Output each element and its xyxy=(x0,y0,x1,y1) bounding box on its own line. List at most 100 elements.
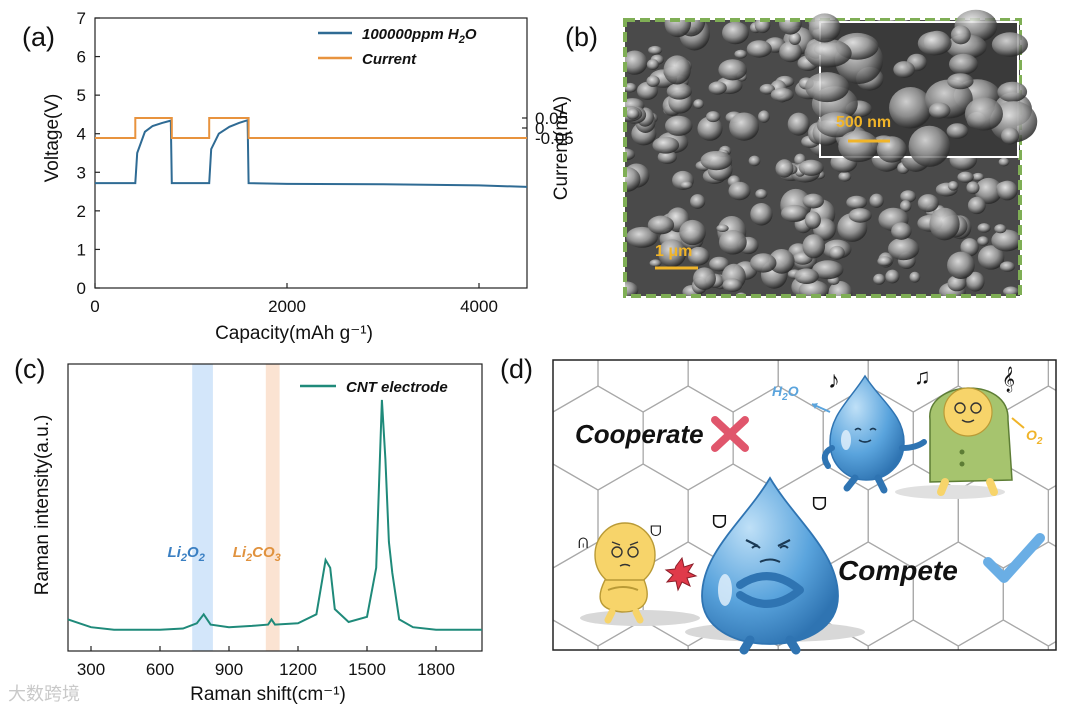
series-current-line xyxy=(95,117,527,139)
sem-particle xyxy=(680,181,693,189)
sem-particle xyxy=(947,275,967,292)
sem-particle xyxy=(885,269,900,284)
sem-inset-particle xyxy=(889,87,932,129)
sem-particle xyxy=(977,223,991,233)
sem-particle xyxy=(999,261,1015,272)
sem-inset-particle xyxy=(805,72,850,103)
sem-particle xyxy=(692,267,716,290)
y2-tick-label: -0.05 xyxy=(535,129,574,148)
sem-particle xyxy=(778,20,802,35)
y2-tick-label: 0.05 xyxy=(535,109,568,128)
sem-particle xyxy=(994,224,1007,234)
sem-particle xyxy=(977,236,989,246)
legend-current-label: Current xyxy=(362,51,417,68)
sem-particle xyxy=(652,136,680,154)
sem-particle xyxy=(972,172,985,181)
band-1 xyxy=(265,364,280,651)
series-cnt-line xyxy=(67,399,482,631)
panel-label-b: (b) xyxy=(565,22,598,52)
chart-a-frame xyxy=(94,17,528,289)
chart-a-y-ticks: 0 1 2 3 4 5 6 7 xyxy=(77,9,100,298)
sem-particle xyxy=(966,181,980,195)
sem-inset-particle xyxy=(876,136,907,163)
series-voltage-line xyxy=(95,118,528,188)
sem-particle xyxy=(1003,286,1019,296)
sem-particle xyxy=(900,190,917,203)
sem-particle xyxy=(829,245,845,260)
x-tick-label: 900 xyxy=(215,660,243,679)
sem-particle xyxy=(798,159,824,176)
sem-particle xyxy=(718,230,747,255)
sem-particle xyxy=(779,41,802,63)
sem-particle xyxy=(626,108,640,120)
sem-inset-particle xyxy=(928,102,951,119)
sem-particle xyxy=(991,229,1020,252)
sem-particle xyxy=(977,245,1005,270)
treble-clef-icon: 𝄞 xyxy=(1002,366,1015,392)
svg-text:ᗜ: ᗜ xyxy=(712,512,727,532)
x-tick-label: 4000 xyxy=(460,297,498,316)
svg-text:ᗜ: ᗜ xyxy=(812,494,827,514)
hex-cell xyxy=(418,308,508,412)
sem-particle xyxy=(657,150,677,164)
chart-c: 300 600 900 1200 1500 1800 CNT electrode Li2O… xyxy=(32,363,483,705)
sem-particle xyxy=(718,59,747,81)
sem-inset-particle xyxy=(804,39,852,68)
x-tick-label: 600 xyxy=(146,660,174,679)
y-tick-label: 2 xyxy=(77,202,86,221)
watermark: 大数跨境 xyxy=(8,684,80,704)
sem-particle xyxy=(746,40,772,58)
sem-particle xyxy=(998,157,1010,167)
sem-particle xyxy=(848,208,872,223)
sem-particle xyxy=(802,193,824,209)
main-scale-label: 1 μm xyxy=(655,243,692,260)
sem-particle xyxy=(658,239,687,268)
sem-inset-particle xyxy=(991,32,1029,57)
sem-particle xyxy=(798,280,829,296)
legend-voltage-label: 100000ppm H2O xyxy=(362,26,477,46)
hex-cell xyxy=(418,464,508,568)
sem-inset-particle xyxy=(964,97,1003,131)
x-tick-label: 2000 xyxy=(268,297,306,316)
sem-particle xyxy=(974,177,1003,204)
hex-cell xyxy=(957,619,1049,650)
sem-particle xyxy=(625,281,639,296)
sem-particle xyxy=(812,260,844,280)
sem-particle xyxy=(679,219,706,246)
sem-particle xyxy=(966,271,985,292)
sem-particle xyxy=(869,193,884,208)
y-tick-label: 7 xyxy=(77,9,86,28)
anger-burst-icon xyxy=(664,556,698,592)
sem-particle xyxy=(997,180,1018,201)
music-note-icon-2: ♫ xyxy=(914,364,931,389)
chart-c-x-label: Raman shift(cm⁻¹) xyxy=(190,684,346,705)
chart-a-y-label: Voltage(V) xyxy=(42,94,63,183)
x-tick-label: 300 xyxy=(77,660,105,679)
hex-cell xyxy=(553,411,554,465)
cross-icon xyxy=(711,416,749,452)
cooperate-label: Cooperate xyxy=(575,419,704,449)
sem-particle xyxy=(716,224,729,232)
sem-particle xyxy=(947,251,975,279)
y2-tick-label: 0 xyxy=(535,119,544,138)
sem-particle xyxy=(690,194,706,209)
x-tick-label: 1800 xyxy=(417,660,455,679)
sem-particle xyxy=(788,32,801,46)
sem-particle xyxy=(625,82,637,93)
legend-cnt-label: CNT electrode xyxy=(346,379,448,396)
sem-particle xyxy=(748,155,761,167)
h2o-label: H2O xyxy=(772,383,799,403)
sem-particle xyxy=(899,200,912,212)
sem-particle xyxy=(755,189,768,199)
sem-particle xyxy=(625,167,641,192)
sem-particle xyxy=(947,181,959,191)
sem-inset-particle xyxy=(997,81,1028,103)
sem-particle xyxy=(709,256,730,272)
sem-particle xyxy=(802,234,826,259)
chart-c-frame xyxy=(67,363,483,652)
oxygen-character xyxy=(929,387,1013,496)
y-tick-label: 5 xyxy=(77,86,86,105)
sem-particle xyxy=(758,110,770,123)
